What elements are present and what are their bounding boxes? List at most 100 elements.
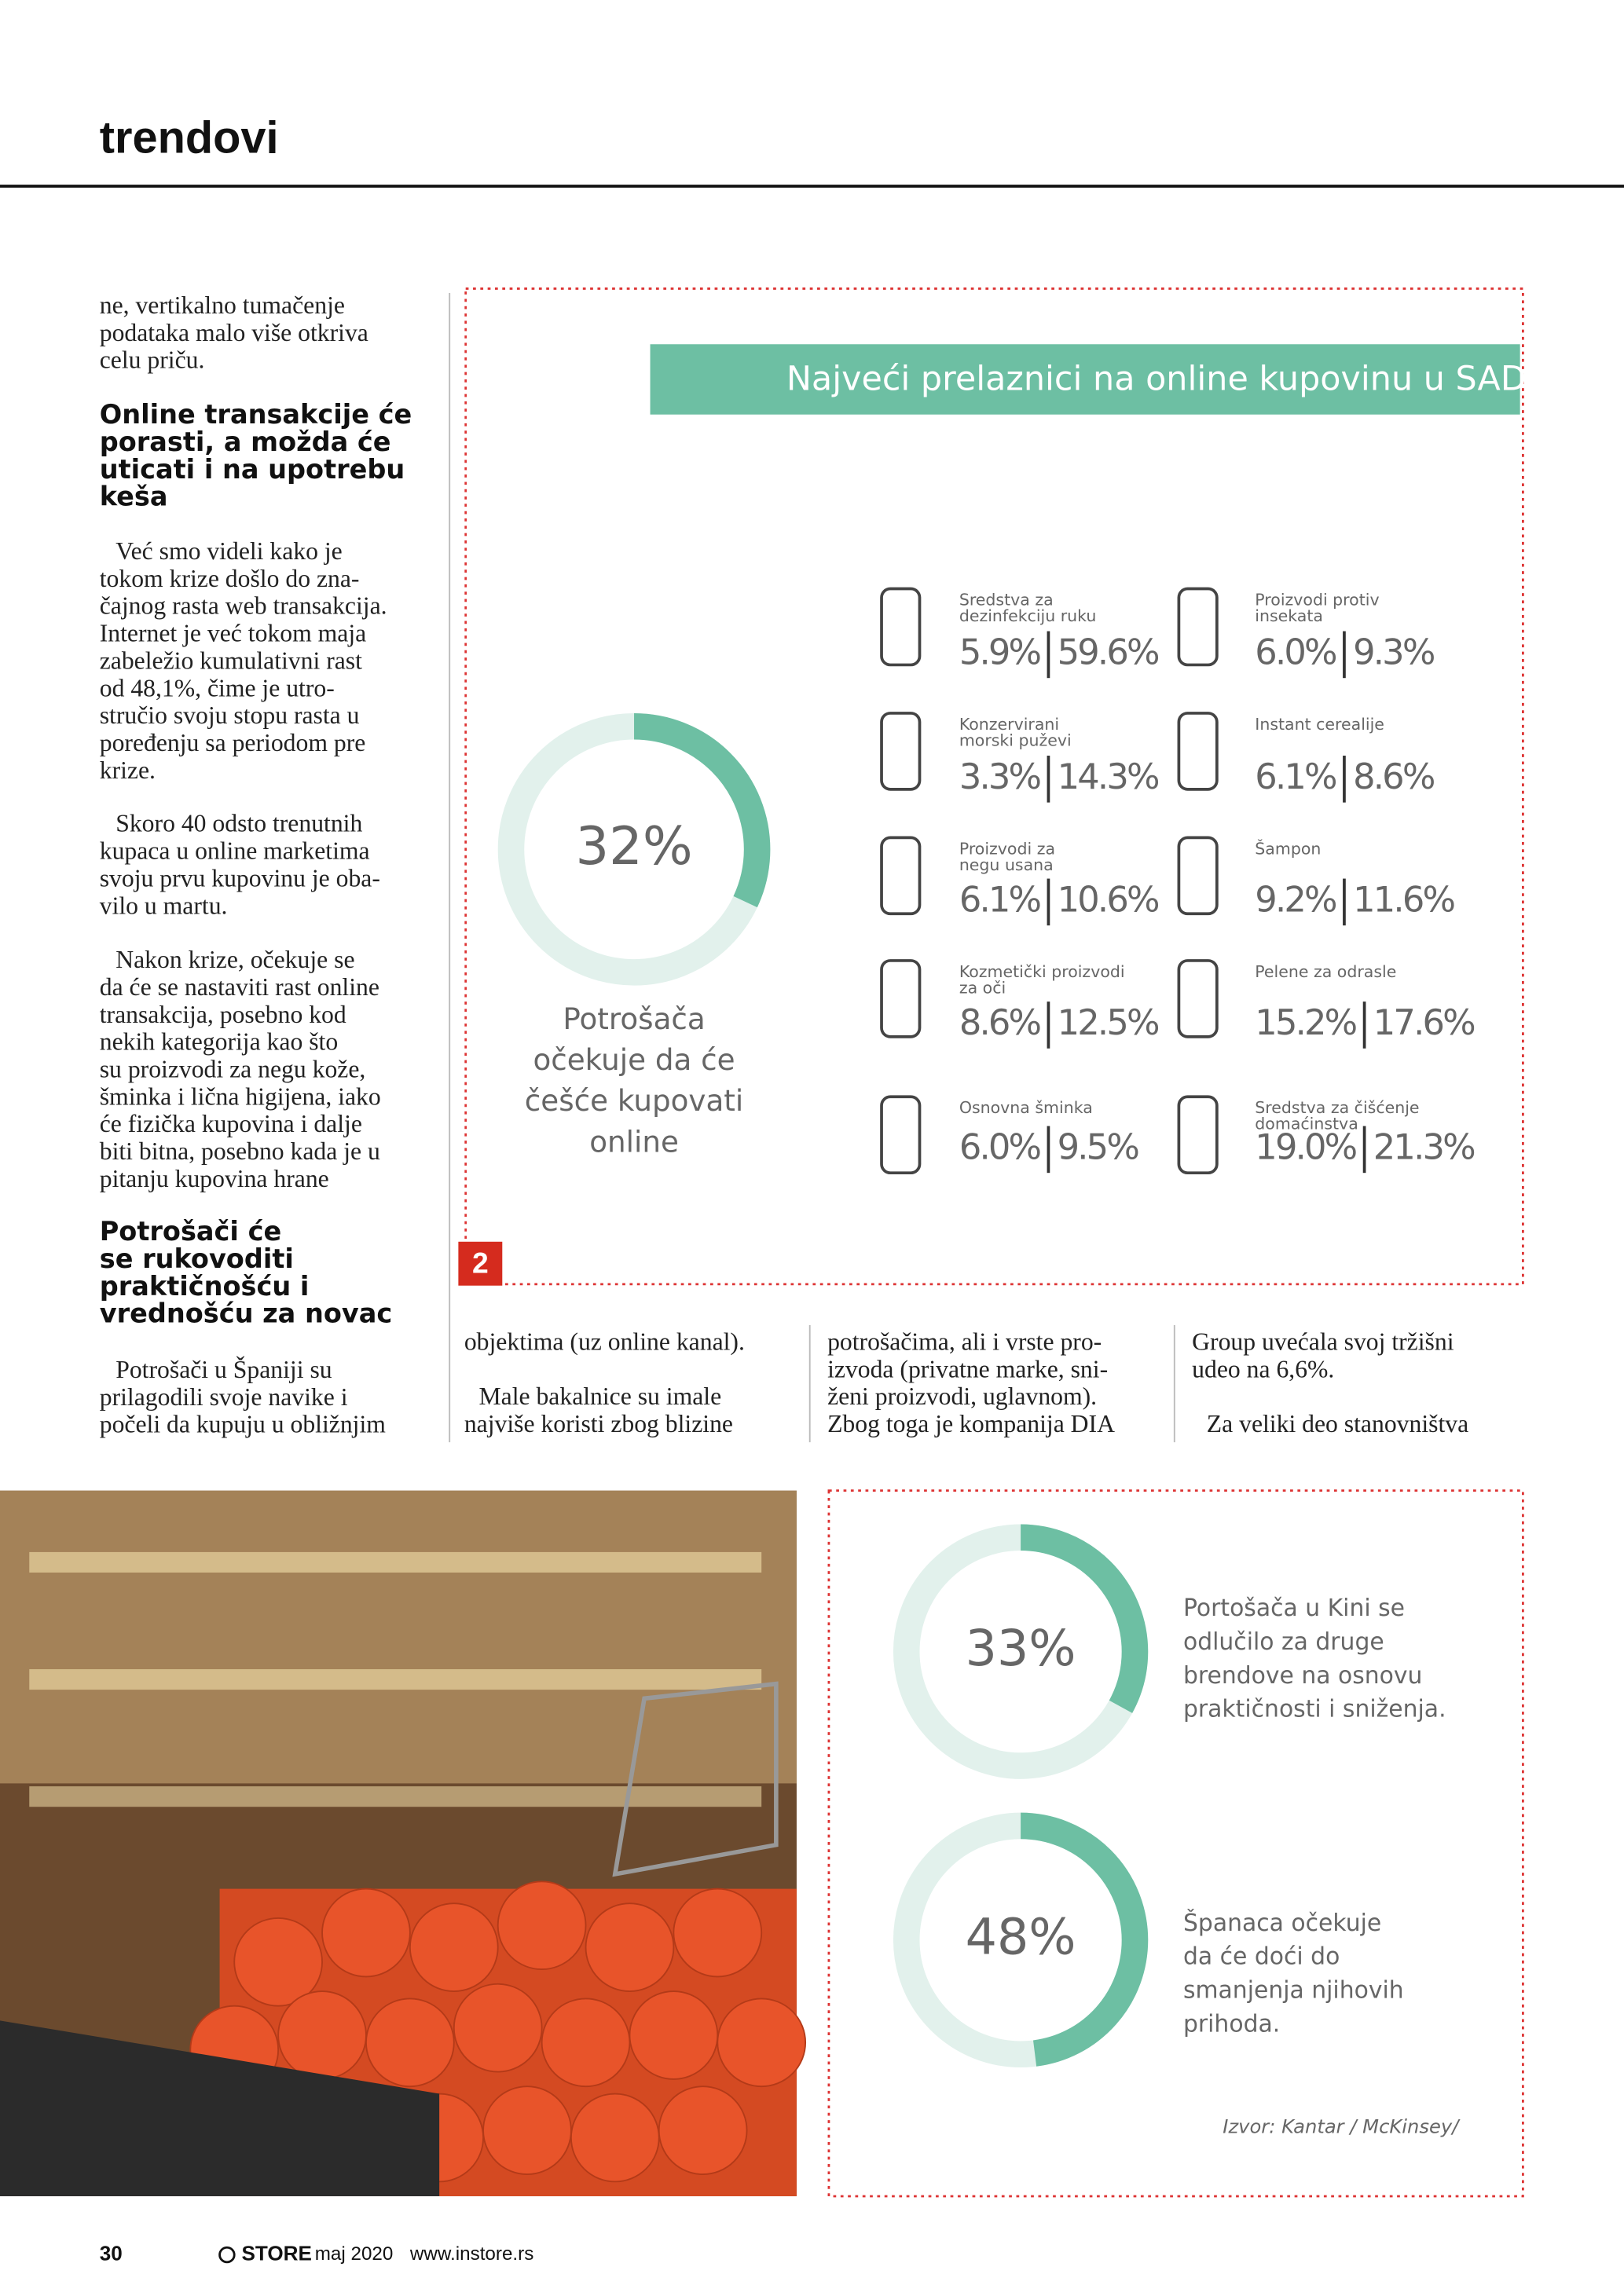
body-line: Već smo videli kako je (115, 537, 343, 565)
title-bar (650, 344, 1520, 415)
body-line: potrošačima, ali i vrste pro- (827, 1328, 1102, 1356)
figure-badge (458, 1241, 503, 1286)
body-line: da će se nastaviti rast online (100, 973, 379, 1001)
donut-arc (893, 1812, 1149, 2067)
body-line: Zbog toga je kompanija DIA (827, 1410, 1115, 1437)
body-line: Za veliki deo stanovništva (1207, 1410, 1468, 1437)
item-name: dezinfekciju ruku (959, 606, 1097, 625)
donut-caption: Španaca očekuje (1183, 1908, 1381, 1937)
body-line: stručio svoju stopu rasta u (100, 701, 360, 729)
body-line: Internet je već tokom maja (100, 620, 366, 647)
heading-line: uticati i na upotrebu (100, 454, 405, 485)
body-line: Skoro 40 odsto trenutnih (115, 810, 362, 837)
item-name: Proizvodi za (959, 839, 1055, 858)
infographic-frame (464, 287, 1524, 1286)
donut-caption: Portošača u Kini se (1183, 1595, 1405, 1622)
item-before: 6.1% (959, 878, 1041, 920)
body-line: biti bitna, posebno kada je u (100, 1137, 380, 1165)
heading-line: vrednošću za novac (100, 1298, 393, 1329)
item-before: 8.6% (959, 1002, 1041, 1043)
heading-line: Potrošači će (100, 1216, 281, 1247)
body-line: vilo u martu. (100, 892, 228, 919)
brand: STORE (242, 2241, 312, 2265)
icon (880, 1095, 922, 1175)
item-before: 6.1% (1255, 756, 1336, 797)
body-line: celu priču. (100, 346, 205, 374)
body-line: poređenju sa periodom pre (100, 729, 366, 756)
item-name: domaćinstva (1255, 1115, 1358, 1133)
issue: maj 2020 (315, 2243, 394, 2265)
donut-caption: očekuje da će (533, 1042, 735, 1077)
infographic-title: Najveći prelaznici na online kupovinu u … (786, 359, 1527, 398)
donut-arc (893, 1524, 1149, 1779)
item-name: negu usana (959, 855, 1054, 874)
item-after: 11.6% (1353, 878, 1454, 920)
body-line: šminka i lična higijena, iako (100, 1082, 381, 1110)
donut-arc (497, 712, 771, 986)
page-number: 30 (100, 2241, 123, 2265)
logo-icon (218, 2246, 236, 2264)
body-line: ženi proizvodi, uglavnom). (827, 1382, 1097, 1410)
icon (1177, 959, 1219, 1038)
icon (1177, 836, 1219, 916)
body-line: će fizička kupovina i dalje (100, 1110, 362, 1137)
item-before: 15.2% (1255, 1002, 1356, 1043)
item-after: 10.6% (1058, 878, 1159, 920)
body-line: Nakon krize, očekuje se (115, 946, 354, 973)
icon (880, 836, 922, 916)
item-name: insekata (1255, 606, 1323, 625)
body-line: svoju prvu kupovinu je oba- (100, 864, 380, 892)
source: Izvor: Kantar / McKinsey/ (1223, 2115, 1461, 2137)
body-line: transakcija, posebno kod (100, 1001, 346, 1028)
item-after: 12.5% (1058, 1002, 1159, 1043)
icon (880, 587, 922, 667)
body-line: kupaca u online marketima (100, 837, 370, 865)
donut-label: 33% (966, 1619, 1076, 1677)
item-name: Sredstva za čišćenje (1255, 1098, 1419, 1117)
icon (880, 959, 922, 1038)
item-after: 17.6% (1373, 1002, 1475, 1043)
donut-caption: češće kupovati (525, 1083, 743, 1118)
body-line: udeo na 6,6%. (1192, 1355, 1334, 1382)
figure-number: 2 (472, 1246, 489, 1279)
item-name: morski puževi (959, 731, 1072, 749)
icon (1177, 587, 1219, 667)
item-name: Instant cerealije (1255, 715, 1384, 734)
photo (0, 1490, 807, 2197)
body-line: objektima (uz online kanal). (464, 1328, 745, 1356)
heading-line: porasti, a možda će (100, 427, 391, 457)
body-line: Male bakalnice su imale (478, 1382, 721, 1410)
item-before: 6.0% (1255, 631, 1336, 672)
icon (880, 712, 922, 791)
url: www.instore.rs (409, 2243, 533, 2265)
item-before: 19.0% (1255, 1126, 1356, 1167)
donut-caption: smanjenja njihovih (1183, 1977, 1404, 2005)
body-line: Group uvećala svoj tržišni (1192, 1328, 1454, 1356)
icon (1177, 712, 1219, 791)
item-before: 9.2% (1255, 878, 1336, 920)
heading-line: se rukovoditi (100, 1243, 294, 1274)
body-line: zabeležio kumulativni rast (100, 646, 362, 674)
body-line: tokom krize došlo do zna- (100, 565, 360, 592)
body-line: podataka malo više otkriva (100, 319, 368, 346)
item-after: 9.5% (1058, 1126, 1139, 1167)
item-name: Proizvodi protiv (1255, 590, 1379, 609)
item-after: 8.6% (1353, 756, 1435, 797)
item-name: Šampon (1255, 838, 1321, 858)
body-line: najviše koristi zbog blizine (464, 1410, 733, 1437)
body-line: Potrošači u Španiji su (115, 1356, 332, 1383)
donut-caption: online (589, 1124, 679, 1159)
section-title: trendovi (100, 112, 279, 163)
item-after: 59.6% (1058, 631, 1159, 672)
donut-caption: praktičnosti i sniženja. (1183, 1696, 1446, 1723)
heading-line: keša (100, 482, 168, 512)
item-before: 6.0% (959, 1126, 1041, 1167)
item-name: Kozmetički proizvodi (959, 962, 1125, 981)
body-line: nekih kategorija kao što (100, 1028, 338, 1056)
item-after: 21.3% (1373, 1126, 1475, 1167)
body-line: ne, vertikalno tumačenje (100, 291, 345, 319)
item-after: 9.3% (1353, 631, 1435, 672)
donut-caption: prihoda. (1183, 2010, 1280, 2038)
donut-label: 48% (966, 1907, 1076, 1965)
